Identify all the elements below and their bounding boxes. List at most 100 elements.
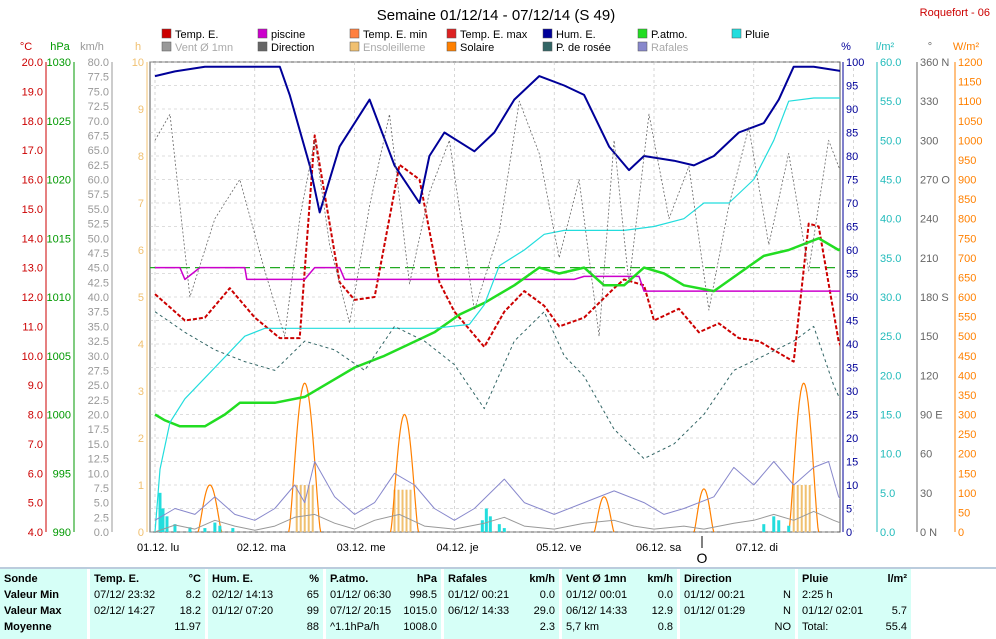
stats-row-label-text: Valeur Min bbox=[4, 589, 60, 601]
tick-label-wind: 30.0 bbox=[88, 351, 109, 363]
tick-label-sun: 9 bbox=[138, 104, 144, 116]
legend-label: P.atmo. bbox=[651, 29, 688, 41]
tick-label-temp: 6.0 bbox=[28, 468, 43, 480]
tick-label-dir: 30 bbox=[920, 488, 932, 500]
tick-label-hum: 45 bbox=[846, 316, 858, 328]
tick-label-wind: 20.0 bbox=[88, 410, 109, 422]
stats-header-text: Pluie bbox=[802, 573, 829, 585]
stats-value: 0.0 bbox=[657, 589, 673, 601]
stats-unit: °C bbox=[188, 573, 201, 585]
tick-label-sun: 6 bbox=[138, 245, 144, 257]
tick-label-pressure: 995 bbox=[53, 468, 71, 480]
rain-bar bbox=[484, 508, 488, 532]
tick-label-hum: 0 bbox=[846, 527, 852, 539]
stats-row-text: 01/12/ 02:01 bbox=[802, 605, 864, 617]
solar-curve bbox=[197, 484, 223, 532]
tick-label-sun: 8 bbox=[138, 151, 144, 163]
tick-label-temp: 11.0 bbox=[22, 321, 43, 333]
stats-value: 55.4 bbox=[885, 621, 907, 633]
tick-label-solar: 0 bbox=[958, 527, 964, 539]
tick-label-wind: 65.0 bbox=[88, 145, 109, 157]
tick-label-wind: 32.5 bbox=[88, 336, 109, 348]
tick-label-sun: 2 bbox=[138, 433, 144, 445]
tick-label-hum: 5 bbox=[846, 504, 852, 516]
tick-label-solar: 1100 bbox=[958, 96, 982, 108]
legend-swatch bbox=[637, 28, 648, 39]
stats-row: Total: 55.4 bbox=[802, 621, 907, 637]
legend-swatch bbox=[446, 28, 457, 39]
rain-bar bbox=[158, 492, 162, 532]
stats-row-text: 06/12/ 14:33 bbox=[566, 605, 628, 617]
tick-label-solar: 350 bbox=[958, 390, 976, 402]
stats-value: 0.8 bbox=[657, 621, 673, 633]
x-tick-label: 06.12. sa bbox=[636, 542, 682, 554]
tick-label-temp: 16.0 bbox=[22, 175, 43, 187]
unit-dir: ° bbox=[928, 41, 932, 53]
tick-label-hum: 50 bbox=[846, 292, 858, 304]
series-piscine bbox=[155, 266, 840, 292]
tick-label-dir: 270 O bbox=[920, 175, 950, 187]
stats-value: 88 bbox=[306, 621, 319, 633]
tick-label-rain: 10.0 bbox=[880, 449, 901, 461]
tick-label-hum: 40 bbox=[846, 339, 858, 351]
tick-label-wind: 10.0 bbox=[88, 468, 109, 480]
stats-row-text: 01/12/ 00:21 bbox=[684, 589, 746, 601]
tick-label-wind: 27.5 bbox=[88, 365, 109, 377]
stats-panel: Sonde Valeur Min Valeur Max Moyenne Temp. E.… bbox=[0, 567, 996, 639]
tick-label-sun: 3 bbox=[138, 386, 144, 398]
stats-row: 07/12/ 23:32 8.2 bbox=[94, 589, 201, 605]
stats-block-temp: Temp. E. °C 07/12/ 23:32 8.2 02/12/ 14:27 18.… bbox=[90, 569, 208, 639]
legend-label: Temp. E. min bbox=[363, 29, 427, 41]
tick-label-sun: 5 bbox=[138, 292, 144, 304]
stats-row: 06/12/ 14:33 29.0 bbox=[448, 605, 555, 621]
legend: Temp. E. piscine Temp. E. min Temp. E. max H… bbox=[161, 28, 769, 54]
stats-unit: km/h bbox=[647, 573, 673, 585]
stats-value: 1008.0 bbox=[403, 621, 437, 633]
stats-row: 88 bbox=[212, 621, 319, 637]
tick-label-dir: 300 bbox=[920, 135, 938, 147]
tick-label-solar: 850 bbox=[958, 194, 976, 206]
stats-value: 998.5 bbox=[409, 589, 437, 601]
stats-unit: l/m² bbox=[887, 573, 907, 585]
stats-row-label: Valeur Min bbox=[4, 589, 83, 605]
stats-row-text: 5,7 km bbox=[566, 621, 600, 633]
stats-block-pluie: Pluie l/m² 2:25 h 01/12/ 02:01 5.7 Total: 55.4 bbox=[798, 569, 914, 639]
tick-label-wind: 80.0 bbox=[88, 57, 109, 69]
tick-label-hum: 10 bbox=[846, 480, 858, 492]
tick-label-solar: 250 bbox=[958, 429, 976, 441]
tick-label-wind: 12.5 bbox=[88, 454, 109, 466]
legend-swatch bbox=[731, 28, 742, 39]
solar-curve bbox=[593, 496, 615, 532]
tick-label-solar: 1000 bbox=[958, 135, 982, 147]
rain-bar bbox=[218, 525, 222, 532]
stats-row-text: Total: bbox=[802, 621, 829, 633]
stats-row: 5,7 km 0.8 bbox=[566, 621, 673, 637]
stats-row: 01/12/ 07:20 99 bbox=[212, 605, 319, 621]
stats-block-patm: P.atmo. hPa 01/12/ 06:30 998.5 07/12/ 20:15 1… bbox=[326, 569, 444, 639]
stats-row-label: Moyenne bbox=[4, 621, 83, 637]
stats-block-rafales: Rafales km/h 01/12/ 00:21 0.0 06/12/ 14:33 29… bbox=[444, 569, 562, 639]
stats-unit: km/h bbox=[529, 573, 555, 585]
stats-block-hum: Hum. E.% 02/12/ 14:13 65 01/12/ 07:20 99 88 bbox=[208, 569, 326, 639]
tick-label-solar: 700 bbox=[958, 253, 976, 265]
tick-label-hum: 15 bbox=[846, 457, 858, 469]
tick-label-hum: 55 bbox=[846, 269, 858, 281]
rain-bar bbox=[203, 528, 207, 532]
unit-solar: W/m² bbox=[953, 41, 980, 53]
stats-row: 02/12/ 14:27 18.2 bbox=[94, 605, 201, 621]
stats-header-text: Temp. E. bbox=[94, 573, 140, 585]
chart-title: Semaine 01/12/14 - 07/12/14 (S 49) bbox=[377, 7, 616, 24]
stats-row-text: 06/12/ 14:33 bbox=[448, 605, 510, 617]
legend-label: Hum. E. bbox=[556, 29, 596, 41]
stats-row-text: 07/12/ 23:32 bbox=[94, 589, 156, 601]
stats-row: 07/12/ 20:15 1015.0 bbox=[330, 605, 437, 621]
legend-label: Direction bbox=[271, 42, 314, 54]
rain-bar bbox=[188, 527, 192, 532]
tick-label-wind: 50.0 bbox=[88, 233, 109, 245]
rain-bar bbox=[173, 524, 177, 532]
stats-header: Direction bbox=[684, 573, 791, 589]
tick-label-hum: 25 bbox=[846, 410, 858, 422]
stats-row-text: 02/12/ 14:13 bbox=[212, 589, 274, 601]
weather-chart: Semaine 01/12/14 - 07/12/14 (S 49) Roque… bbox=[20, 7, 990, 566]
legend-swatch bbox=[542, 28, 553, 39]
